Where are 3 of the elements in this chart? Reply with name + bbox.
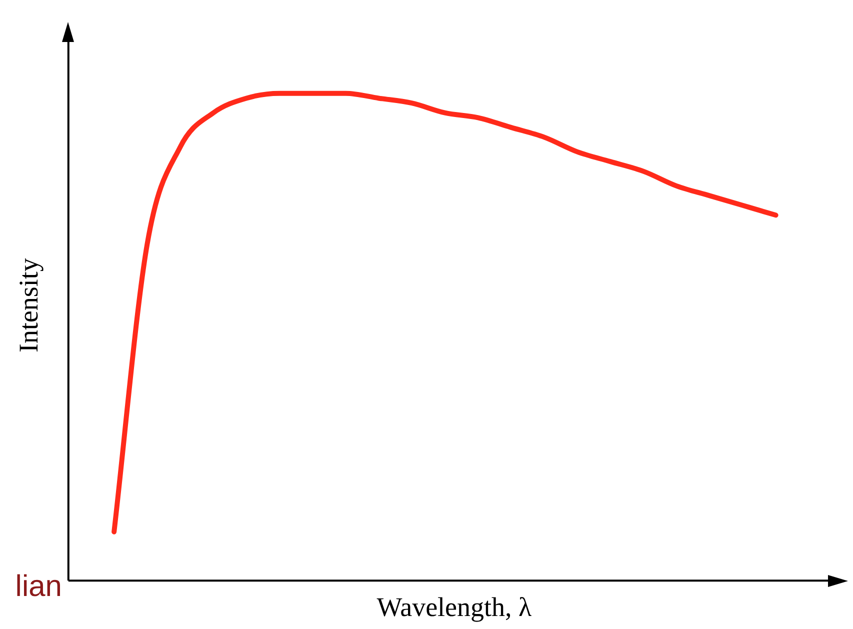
y-axis-title: Intensity [13,258,44,353]
text: lian [14,570,62,604]
x-axis-title: Wavelength, λ [376,592,532,622]
